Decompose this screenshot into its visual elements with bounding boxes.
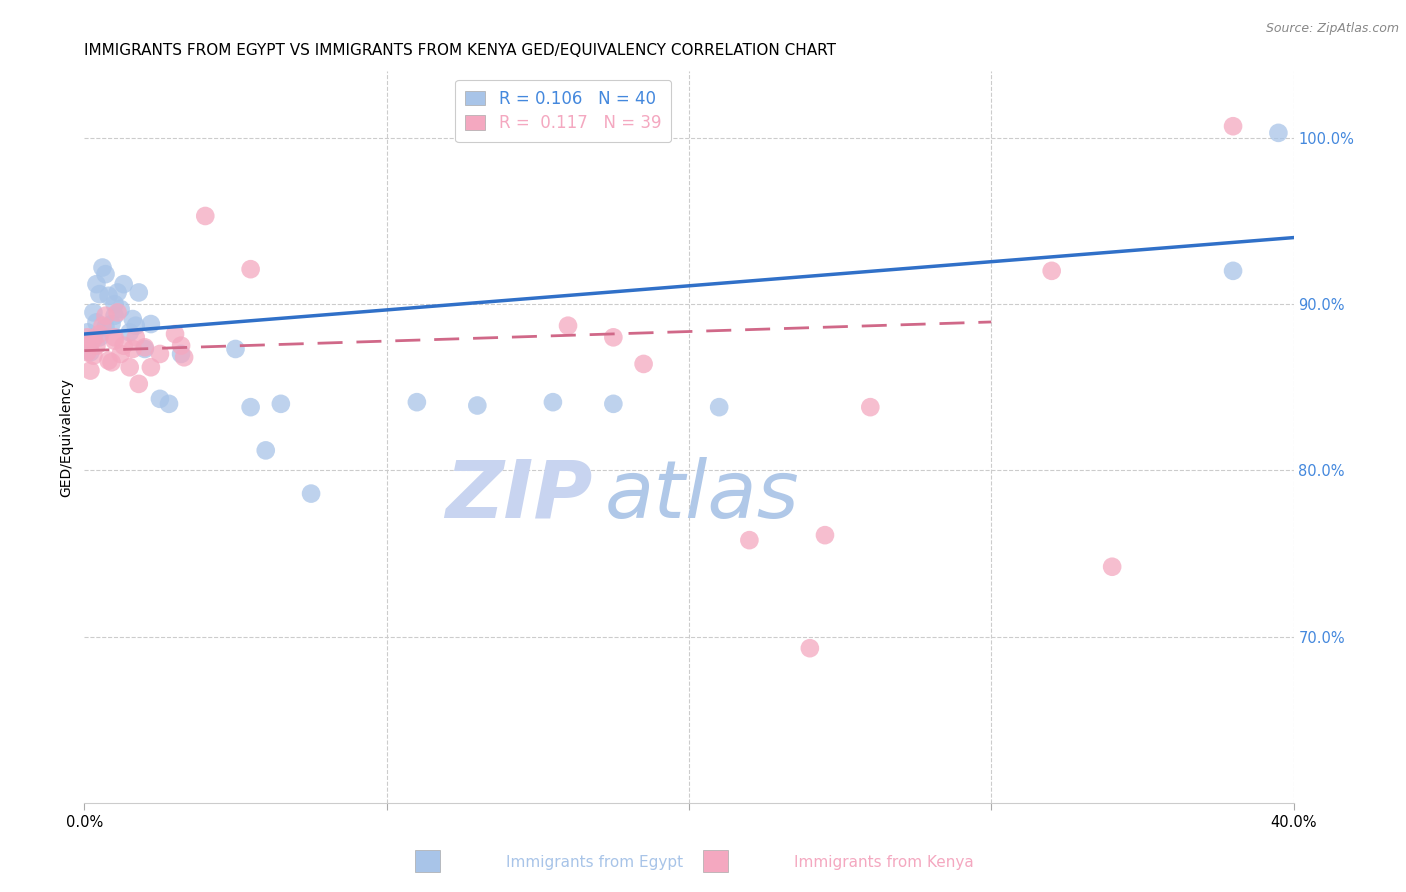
Text: Immigrants from Kenya: Immigrants from Kenya (794, 855, 974, 870)
Point (79, 363, 101, 377)
Point (104, 309, 127, 323)
Point (194, 209, 217, 223)
Point (97, 353, 120, 368)
Point (633, 357, 655, 371)
Point (104, 330, 127, 344)
Point (118, 360, 141, 375)
Point (170, 339, 193, 353)
Point (79, 337, 101, 351)
Point (859, 400, 882, 414)
Point (76, 345, 98, 359)
Point (86, 315, 108, 329)
Point (1222, 120, 1244, 134)
Point (239, 262, 262, 277)
Point (110, 302, 132, 317)
Point (91, 260, 114, 275)
Text: Immigrants from Egypt: Immigrants from Egypt (506, 855, 683, 870)
Point (406, 395, 429, 409)
Point (602, 397, 624, 411)
Point (1040, 264, 1063, 278)
Point (149, 392, 172, 406)
Y-axis label: GED/Equivalency: GED/Equivalency (59, 377, 73, 497)
Point (128, 285, 150, 300)
Point (157, 397, 180, 411)
Point (86, 277, 108, 292)
Point (1101, 559, 1123, 574)
Point (170, 347, 193, 361)
Point (104, 334, 127, 348)
Legend: R = 0.106   N = 40, R =  0.117   N = 39: R = 0.106 N = 40, R = 0.117 N = 39 (456, 79, 671, 143)
Text: atlas: atlas (605, 457, 799, 534)
Point (173, 351, 195, 365)
Point (107, 305, 129, 319)
Point (107, 285, 129, 300)
Point (82, 332, 104, 346)
Point (125, 330, 148, 344)
Point (125, 318, 148, 333)
Point (110, 347, 132, 361)
Point (602, 330, 624, 344)
Point (86, 339, 108, 353)
Point (1267, 126, 1289, 140)
Point (149, 347, 172, 361)
Point (79, 334, 101, 348)
Point (139, 360, 162, 375)
Point (91, 318, 114, 333)
Point (76, 330, 98, 344)
Point (118, 326, 141, 340)
Point (104, 297, 127, 311)
Point (89, 287, 111, 301)
Point (76, 326, 98, 340)
Point (254, 443, 277, 458)
Point (225, 342, 247, 356)
Point (121, 342, 143, 356)
Point (165, 326, 187, 341)
Point (121, 312, 143, 326)
Point (89, 330, 111, 344)
Point (128, 376, 150, 391)
Point (270, 397, 292, 411)
Point (239, 400, 262, 414)
Point (94, 309, 117, 323)
Point (814, 528, 837, 542)
Point (89, 326, 111, 341)
Point (467, 399, 489, 413)
Point (541, 395, 564, 409)
Point (299, 486, 322, 500)
Text: IMMIGRANTS FROM EGYPT VS IMMIGRANTS FROM KENYA GED/EQUIVALENCY CORRELATION CHART: IMMIGRANTS FROM EGYPT VS IMMIGRANTS FROM… (84, 43, 837, 58)
Point (557, 318, 579, 333)
Point (799, 641, 821, 656)
Point (94, 320, 117, 334)
Point (82, 330, 104, 344)
Point (738, 533, 761, 548)
Point (112, 339, 135, 353)
Point (97, 289, 120, 303)
Point (139, 317, 162, 331)
Point (100, 355, 122, 369)
Point (134, 340, 156, 354)
Point (82, 305, 104, 319)
Point (709, 400, 731, 414)
Text: Source: ZipAtlas.com: Source: ZipAtlas.com (1265, 22, 1399, 36)
Point (112, 277, 135, 292)
Text: ZIP: ZIP (444, 457, 592, 534)
Point (1222, 264, 1244, 278)
Point (82, 349, 104, 363)
Point (134, 342, 156, 356)
Point (79, 345, 101, 359)
Point (94, 267, 117, 281)
Point (100, 317, 122, 331)
